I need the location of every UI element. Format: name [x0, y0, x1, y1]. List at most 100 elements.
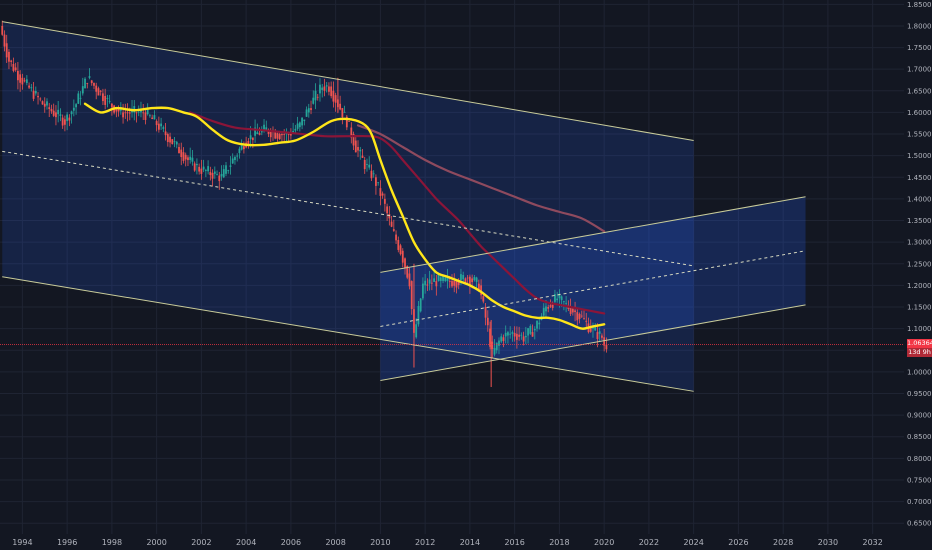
price-bar: [169, 136, 171, 143]
price-bar: [491, 341, 494, 349]
price-bar: [108, 100, 111, 102]
price-bar: [392, 229, 395, 231]
price-bar: [330, 86, 333, 97]
time-axis[interactable]: 1994 1996 1998 2000 2002 2004 2006 2008 2010 2012…: [0, 534, 932, 550]
price-bar: [507, 332, 509, 336]
price-bar: [155, 121, 158, 126]
price-bar: [390, 221, 393, 227]
price-axis-panel: [904, 0, 932, 550]
price-bar: [19, 74, 22, 83]
price-bar: [574, 310, 576, 313]
price-bar: [229, 165, 232, 167]
price-bar: [518, 334, 521, 337]
price-bar: [289, 134, 292, 136]
price-bar: [433, 278, 435, 282]
price-bar: [46, 101, 48, 106]
price-bar: [222, 169, 225, 178]
current-price-label: 1.06364: [907, 339, 932, 349]
price-bar: [144, 112, 147, 120]
price-bar: [1, 25, 4, 35]
price-bar: [135, 112, 138, 114]
price-bar: [424, 280, 427, 286]
price-bar: [312, 97, 315, 104]
price-bar: [480, 285, 482, 296]
price-bar: [583, 318, 585, 320]
price-bar: [281, 134, 283, 136]
price-bar: [406, 265, 409, 278]
price-bar: [486, 317, 489, 326]
channel-fill: [2, 21, 694, 392]
price-bar: [451, 281, 453, 287]
price-bar: [457, 281, 460, 286]
price-bar: [603, 337, 606, 346]
price-bar: [551, 303, 554, 308]
price-bar: [511, 332, 514, 334]
price-bar: [68, 117, 71, 121]
price-bar: [569, 306, 572, 314]
price-bar: [529, 325, 532, 334]
price-bar: [247, 140, 250, 145]
channel-fill: [380, 196, 806, 381]
price-bar: [43, 103, 46, 107]
price-bar: [50, 108, 53, 112]
price-bar: [227, 170, 230, 172]
price-bar: [115, 107, 118, 112]
price-bar: [66, 114, 69, 122]
price-bar: [475, 277, 478, 282]
price-bar: [379, 188, 382, 196]
price-bar: [558, 293, 561, 299]
x-tick-label: 2016: [504, 538, 524, 547]
price-bar: [422, 283, 424, 299]
x-tick-label: 2018: [549, 538, 569, 547]
price-bar: [204, 170, 207, 171]
price-bar: [334, 95, 337, 103]
price-bar: [274, 132, 277, 139]
price-bar: [77, 93, 80, 104]
price-bar: [292, 131, 295, 133]
price-bar: [359, 149, 362, 152]
price-bar: [243, 146, 245, 150]
price-bar: [269, 130, 272, 138]
price-bar: [307, 108, 310, 113]
price-bar: [399, 245, 402, 255]
price-bar: [466, 277, 469, 279]
x-tick-label: 1994: [12, 538, 32, 547]
channel-lower-line: [380, 304, 806, 381]
price-bar: [151, 117, 154, 119]
channel-lines: [2, 21, 806, 392]
price-bar: [533, 329, 536, 331]
price-bar: [605, 344, 608, 350]
price-bar: [55, 112, 57, 118]
y-tick-label: 1.30000: [907, 239, 932, 247]
price-bar: [372, 173, 375, 175]
price-bar: [310, 108, 312, 111]
price-bar: [520, 334, 523, 336]
price-bar: [84, 78, 86, 89]
price-bar: [354, 140, 357, 153]
price-bar: [298, 122, 301, 128]
price-bar: [63, 119, 66, 125]
price-bar: [220, 173, 223, 177]
y-tick-label: 1.50000: [907, 152, 932, 160]
ma-mid-line: [189, 111, 606, 315]
price-bar: [90, 80, 93, 84]
price-bar: [209, 172, 212, 176]
price-bar: [10, 60, 13, 62]
price-bar: [571, 308, 574, 313]
price-bar: [560, 296, 563, 301]
price-bar: [8, 51, 10, 62]
price-bar: [531, 332, 534, 337]
price-bar: [589, 326, 592, 332]
price-bar: [547, 306, 550, 309]
y-tick-label: 1.25000: [907, 260, 932, 268]
x-tick-label: 2006: [281, 538, 301, 547]
price-bar: [504, 332, 507, 337]
price-bar: [350, 127, 353, 138]
price-bar: [236, 155, 239, 157]
y-tick-label: 1.55000: [907, 131, 932, 139]
